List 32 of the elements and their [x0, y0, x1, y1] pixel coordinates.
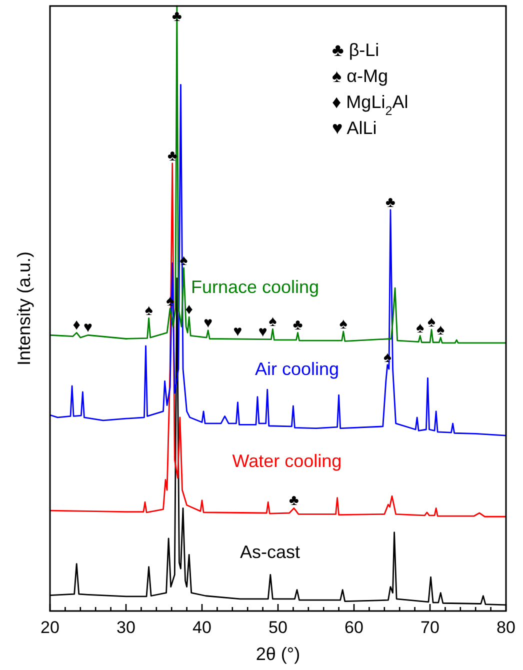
y-axis-title: Intensity (a.u.): [14, 251, 34, 366]
annotation: ♣ β-Li: [332, 40, 380, 60]
x-axis-title: 2θ (°): [256, 644, 300, 664]
annotation: ♠: [436, 322, 445, 339]
x-tick-label: 70: [420, 618, 440, 638]
series-label: Furnace cooling: [190, 277, 320, 297]
annotation: ♥: [204, 314, 213, 332]
annotation: ♥ AlLi: [332, 118, 377, 138]
annotation: ♠: [339, 315, 348, 332]
annotation: ♥: [84, 319, 93, 336]
x-tick-label: 40: [192, 618, 212, 638]
annotation: ♥: [233, 322, 242, 340]
series-label: Water cooling: [232, 451, 342, 471]
annotation: ♠: [428, 314, 436, 331]
series-label: Air cooling: [254, 359, 340, 379]
annotation: ♣: [289, 492, 300, 510]
annotation: ♠: [144, 302, 153, 320]
annotation: ♠: [268, 313, 277, 330]
annotation: ♠: [416, 320, 424, 337]
annotation: ♣: [292, 316, 303, 334]
x-tick-label: 80: [496, 618, 516, 638]
x-tick-label: 50: [268, 618, 288, 638]
annotation: ♠ α-Mg: [332, 66, 388, 86]
annotation: ♣: [386, 194, 396, 211]
x-tick-label: 60: [344, 618, 364, 638]
series-label: As-cast: [240, 542, 300, 562]
x-tick-label: 20: [40, 618, 60, 638]
annotation: ♠: [166, 292, 174, 310]
x-tick-label: 30: [116, 618, 136, 638]
annotation: ♦: [72, 316, 81, 334]
annotation: ♥: [258, 323, 268, 340]
annotation: ♦ MgLi$_{2}$Al: [332, 92, 408, 118]
